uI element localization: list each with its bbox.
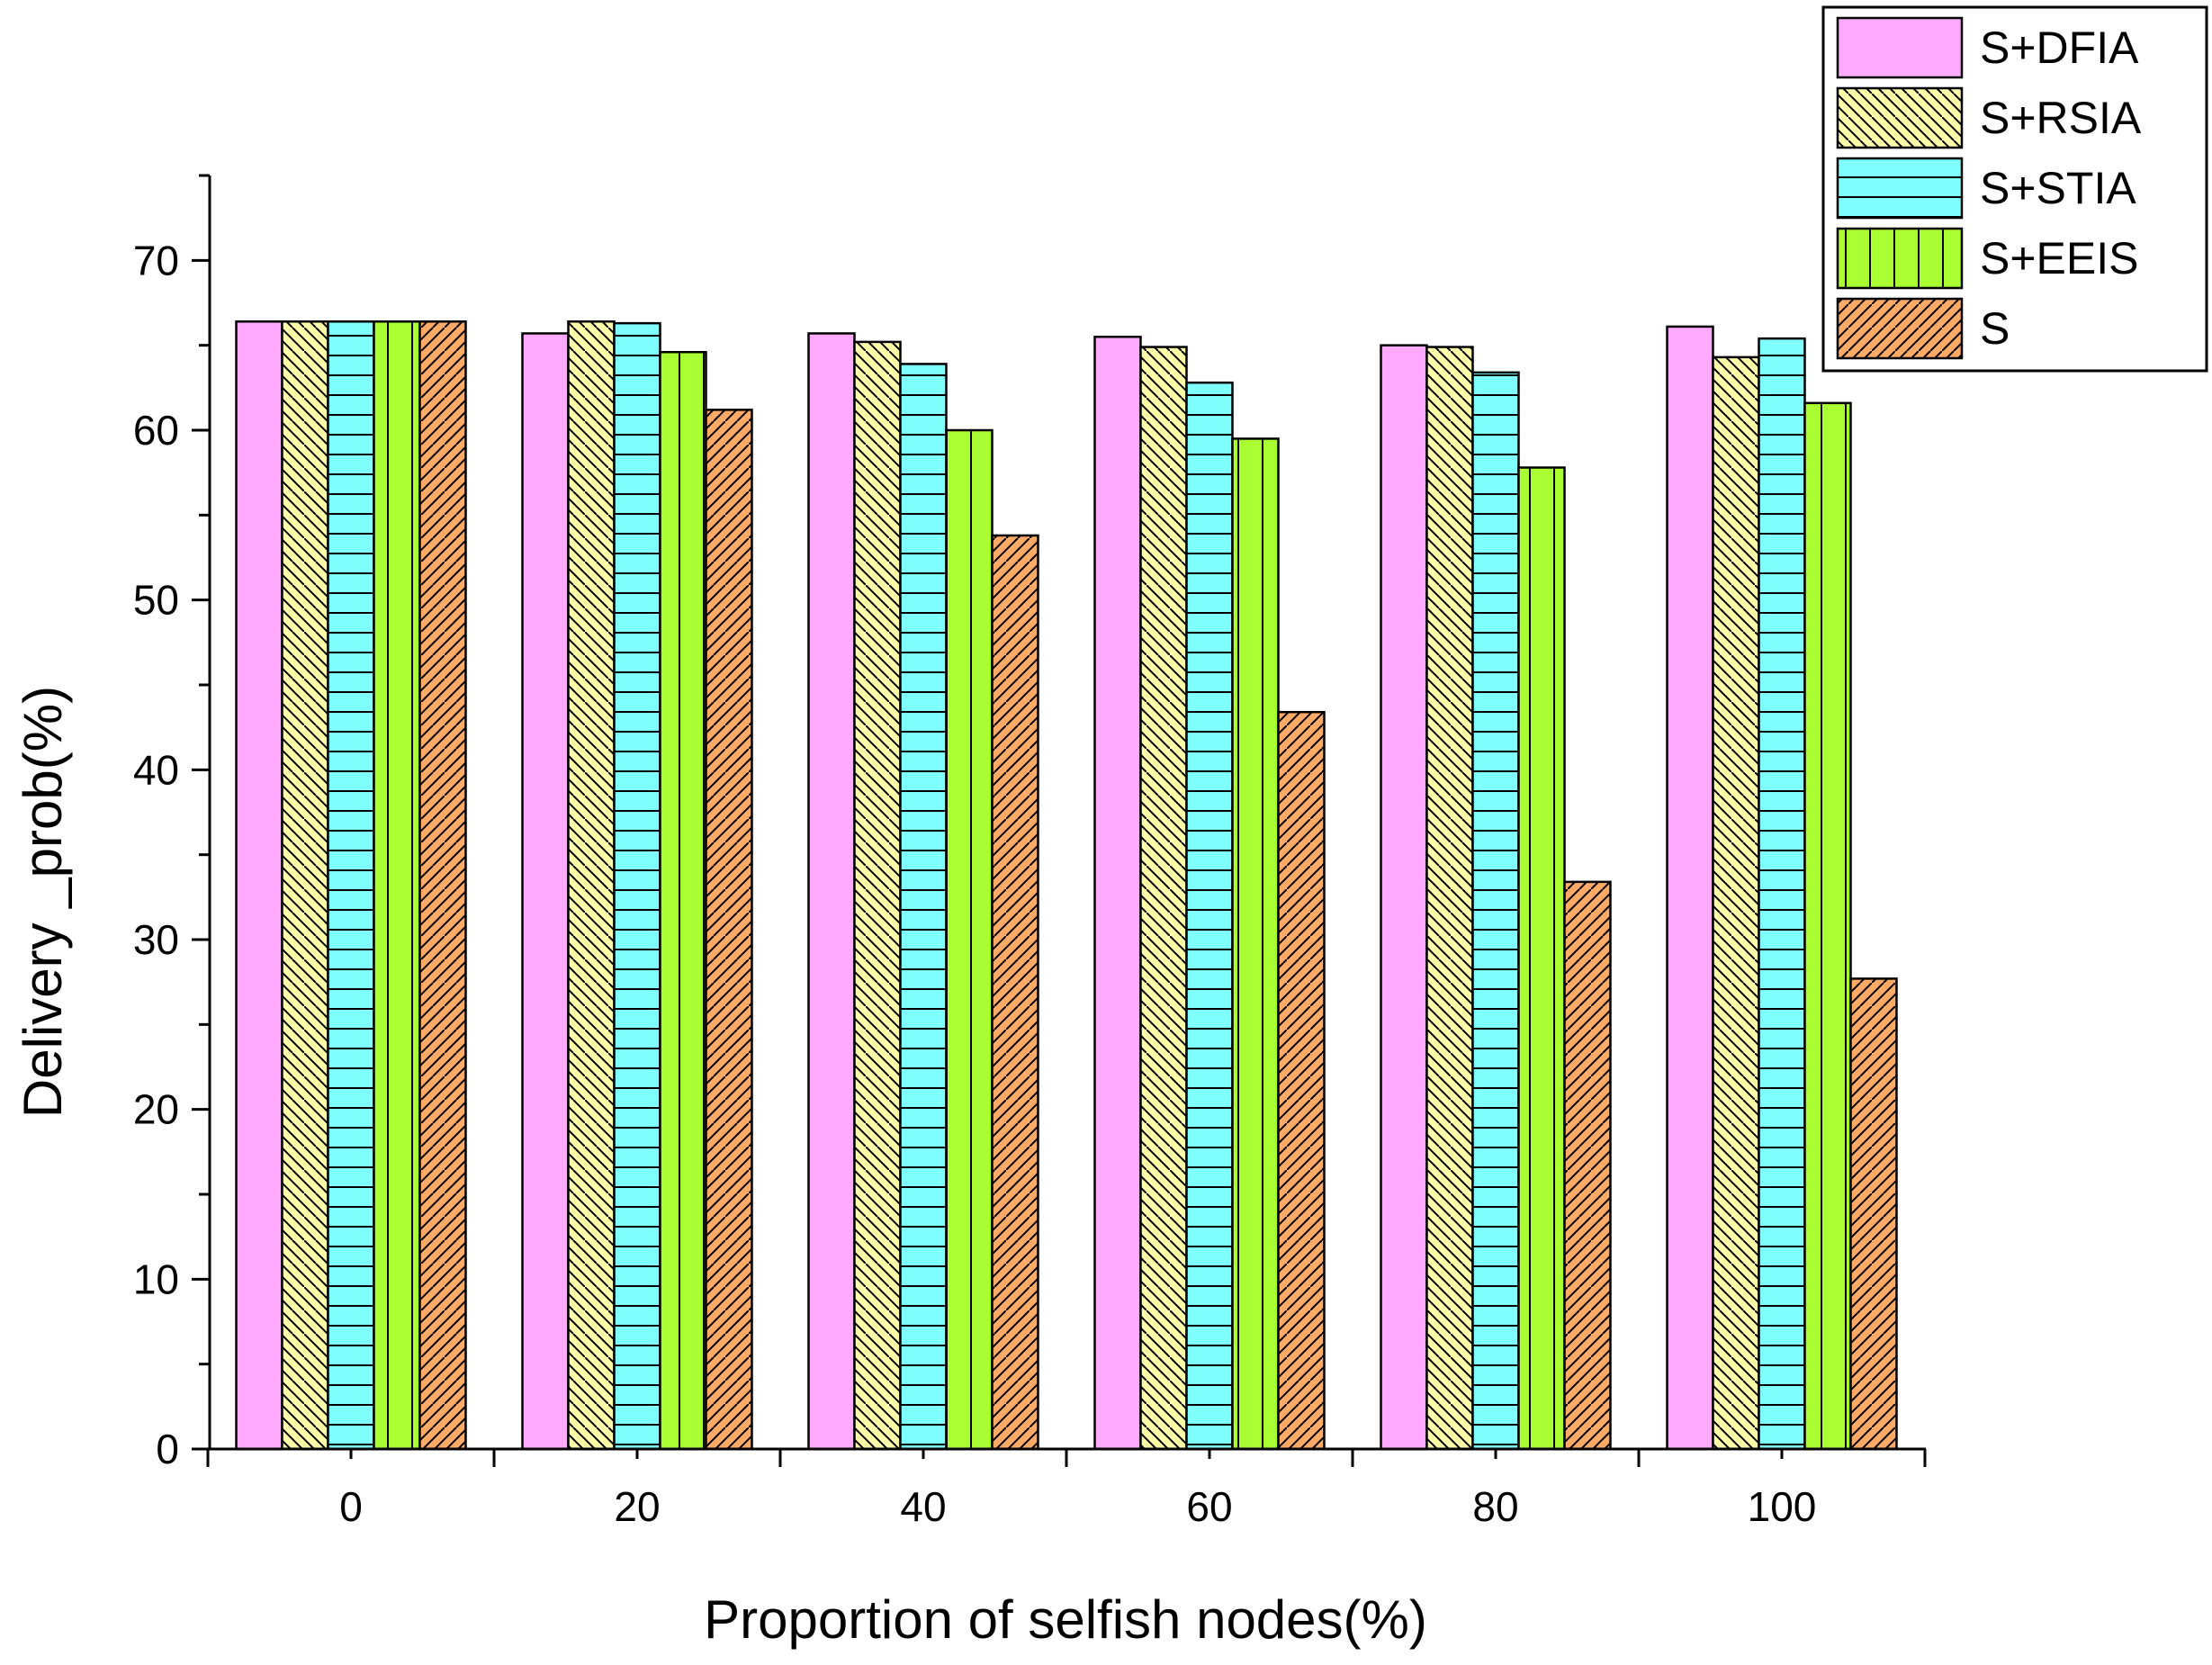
x-tick-label: 40: [900, 1483, 946, 1530]
legend-swatch-s-eeis: [1836, 227, 1964, 290]
legend: S+DFIA S+RSIA S+STIA S+EEIS S: [1821, 5, 2208, 373]
legend-label: S+DFIA: [1980, 22, 2139, 73]
x-tick-label: 80: [1472, 1483, 1518, 1530]
bar-s-eeis-80: [1517, 466, 1566, 1451]
bar-s-eeis-60: [1231, 437, 1280, 1451]
bar-s-stia-0: [327, 320, 375, 1451]
y-tick-label: 0: [156, 1426, 179, 1472]
bar-s-dfia-100: [1666, 325, 1714, 1451]
y-tick-label: 30: [133, 916, 179, 963]
bar-s-stia-60: [1185, 381, 1234, 1451]
bar-s-eeis-0: [373, 320, 421, 1451]
bar-s-100: [1849, 977, 1898, 1451]
legend-swatch-s: [1836, 297, 1964, 360]
legend-label: S: [1980, 303, 2010, 354]
x-tick-label: 100: [1748, 1483, 1817, 1530]
bar-s-rsia-60: [1139, 346, 1188, 1451]
bar-s-rsia-40: [853, 340, 902, 1451]
bar-s-rsia-20: [567, 320, 616, 1451]
x-axis-title: Proportion of selfish nodes(%): [704, 1589, 1427, 1650]
bar-s-dfia-40: [807, 332, 856, 1451]
bars-layer: [235, 320, 1898, 1451]
bar-s-40: [991, 534, 1039, 1451]
bar-s-eeis-100: [1803, 401, 1852, 1451]
bar-s-eeis-20: [659, 350, 707, 1451]
bar-s-stia-100: [1758, 337, 1806, 1451]
legend-label: S+EEIS: [1980, 233, 2139, 284]
x-tick-label: 60: [1186, 1483, 1232, 1530]
legend-swatch-s-dfia: [1836, 16, 1964, 79]
y-tick-label: 20: [133, 1086, 179, 1133]
legend-swatch-s-stia: [1836, 157, 1964, 220]
bar-s-stia-40: [899, 363, 948, 1451]
bar-s-80: [1563, 880, 1612, 1451]
y-tick-label: 40: [133, 746, 179, 793]
bar-s-dfia-60: [1093, 335, 1142, 1451]
bar-s-rsia-100: [1712, 356, 1760, 1451]
x-tick-label: 20: [614, 1483, 660, 1530]
bar-s-0: [418, 320, 467, 1451]
y-tick-label: 10: [133, 1256, 179, 1302]
bar-s-dfia-80: [1380, 344, 1428, 1451]
bar-s-stia-20: [613, 321, 661, 1451]
x-tick-label: 0: [339, 1483, 363, 1530]
bar-s-20: [705, 409, 753, 1451]
legend-label: S+STIA: [1980, 163, 2136, 213]
bar-s-60: [1277, 710, 1326, 1451]
bar-s-dfia-20: [521, 332, 570, 1451]
y-tick-label: 60: [133, 407, 179, 454]
axes: 0 10 20 30 40 50 60 70 0 20 40 60 80 100: [133, 174, 1927, 1530]
y-tick-label: 50: [133, 577, 179, 624]
bar-s-rsia-0: [281, 320, 329, 1451]
legend-swatch-s-rsia: [1836, 86, 1964, 149]
bar-s-dfia-0: [235, 320, 283, 1451]
y-axis-title: Delivery _prob(%): [13, 686, 73, 1118]
bar-s-rsia-80: [1425, 346, 1474, 1451]
bar-s-eeis-40: [945, 428, 994, 1451]
y-tick-label: 70: [133, 237, 179, 284]
legend-label: S+RSIA: [1980, 93, 2142, 143]
bar-s-stia-80: [1471, 371, 1520, 1451]
